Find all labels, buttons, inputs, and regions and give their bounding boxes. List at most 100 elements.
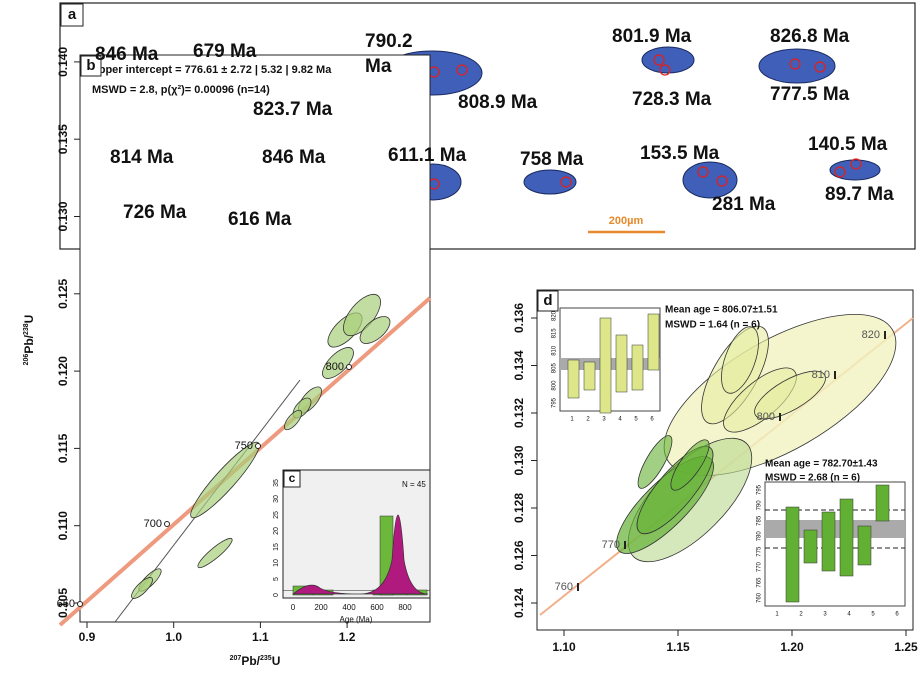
grain (682, 161, 738, 199)
spot (653, 54, 665, 66)
age-label: Ma (365, 56, 392, 77)
age-label: 846 Ma (262, 147, 326, 168)
y-tick-label: 0.132 (512, 398, 526, 428)
age-label: 814 Ma (110, 147, 174, 168)
y-axis-label: 206Pb/238U (22, 315, 36, 366)
y-tick-label: 0.124 (512, 588, 526, 618)
annotation: N = 45 (402, 480, 426, 489)
x-tick-label: 1.0 (165, 630, 182, 644)
spot (850, 158, 862, 170)
grain (641, 46, 695, 74)
y-tick-label: 0.140 (56, 47, 70, 77)
y-tick-label: 30 (273, 495, 280, 503)
concordia-mark (255, 443, 261, 449)
ellipses (616, 314, 897, 563)
panel-label-box (60, 3, 84, 27)
y-tick-label: 20 (273, 527, 280, 535)
concordia-age: 700 (144, 518, 162, 530)
panel-c: c N = 45 Age (Ma) (282, 469, 431, 624)
concordia-mark (164, 521, 170, 527)
x-tick-label: 6 (895, 612, 899, 618)
y-tick-label: 775 (757, 546, 763, 557)
annotation: upper intercept = 776.61 ± 2.72 | 5.32 |… (92, 64, 332, 76)
y-tick-label: 820 (552, 310, 558, 321)
age-label: 89.7 Ma (825, 184, 894, 205)
concordia-age: 760 (555, 581, 573, 593)
x-tick-label: 600 (370, 603, 384, 612)
x-tick-label: 3 (823, 612, 827, 618)
spot (456, 64, 468, 76)
age-label: 823.7 Ma (253, 99, 333, 120)
y-tick-label: 5 (273, 577, 280, 581)
x-tick-label: 5 (634, 417, 638, 423)
x-tick-label: 1.20 (780, 640, 804, 654)
y-tick-label: 795 (757, 484, 763, 495)
spot (716, 175, 728, 187)
y-tick-label: 815 (552, 328, 558, 339)
panel-label: d (543, 292, 552, 309)
y-tick-label: 0.128 (512, 493, 526, 523)
concordia-mark (77, 601, 83, 607)
age-label: 790.2 (365, 31, 413, 52)
x-tick-label: 2 (799, 612, 803, 618)
y-tick-label: 0 (273, 593, 280, 597)
y-tick-label: 810 (552, 345, 558, 356)
y-tick-label: 805 (552, 363, 558, 374)
y-tick-label: 0.120 (56, 356, 70, 386)
y-tick-label: 790 (757, 500, 763, 511)
x-tick-label: 800 (398, 603, 412, 612)
y-tick-label: 795 (552, 397, 558, 408)
x-tick-label: 1 (570, 417, 574, 423)
x-axis-label: Age (Ma) (340, 615, 373, 624)
x-tick-label: 400 (342, 603, 356, 612)
concordia-age: 770 (602, 539, 620, 551)
y-tick-label: 10 (273, 559, 280, 567)
spot (659, 64, 671, 76)
x-tick-label: 0.9 (79, 630, 96, 644)
y-tick-label: 0.136 (512, 303, 526, 333)
spot (697, 166, 709, 178)
age-label: 140.5 Ma (808, 134, 888, 155)
x-tick-label: 1.2 (339, 630, 356, 644)
x-tick-label: 2 (586, 417, 590, 423)
spot (560, 176, 572, 188)
concordia-mark (346, 364, 352, 370)
x-tick-label: 4 (618, 417, 622, 423)
age-label: 153.5 Ma (640, 143, 720, 164)
annotation: MSWD = 2.8, p(χ²)= 0.00096 (n=14) (92, 84, 270, 96)
age-label: 846 Ma (95, 44, 159, 65)
age-label: 758 Ma (520, 149, 584, 170)
age-label: 808.9 Ma (458, 92, 538, 113)
inset-title: Mean age = 782.70±1.43 (765, 459, 878, 470)
y-tick-label: 0.105 (56, 588, 70, 618)
y-tick-label: 0.130 (56, 201, 70, 231)
panel-d: d Mean age = 806.07±1.51 MSWD = 1.64 (n … (536, 289, 914, 631)
x-axis-label: 207Pb/235U (230, 654, 281, 668)
x-tick-label: 1.1 (252, 630, 269, 644)
grain (829, 159, 881, 181)
spot (834, 166, 846, 178)
age-label: 616 Ma (228, 209, 292, 230)
age-label: 611.1 Ma (388, 145, 467, 166)
y-tick-label: 25 (273, 511, 280, 519)
grain (523, 169, 577, 195)
concordia-age: 820 (862, 329, 880, 341)
y-tick-label: 760 (757, 592, 763, 603)
concordia-age: 650 (57, 598, 75, 610)
panel-label: c (289, 471, 296, 485)
inset-title: Mean age = 806.07±1.51 (665, 305, 778, 316)
y-tick-label: 0.130 (512, 445, 526, 475)
y-tick-label: 0.110 (56, 511, 70, 541)
y-tick-label: 785 (757, 515, 763, 526)
y-tick-label: 0.125 (56, 278, 70, 308)
y-tick-label: 15 (273, 543, 280, 551)
y-tick-label: 770 (757, 561, 763, 572)
concordia-age: 800 (757, 411, 775, 423)
grain (758, 48, 836, 84)
inset-subtitle: MSWD = 2.68 (n = 6) (765, 473, 860, 484)
x-tick-label: 1.10 (552, 640, 576, 654)
panel-label-box (80, 55, 102, 77)
age-label: 726 Ma (123, 202, 187, 223)
density (292, 514, 429, 595)
